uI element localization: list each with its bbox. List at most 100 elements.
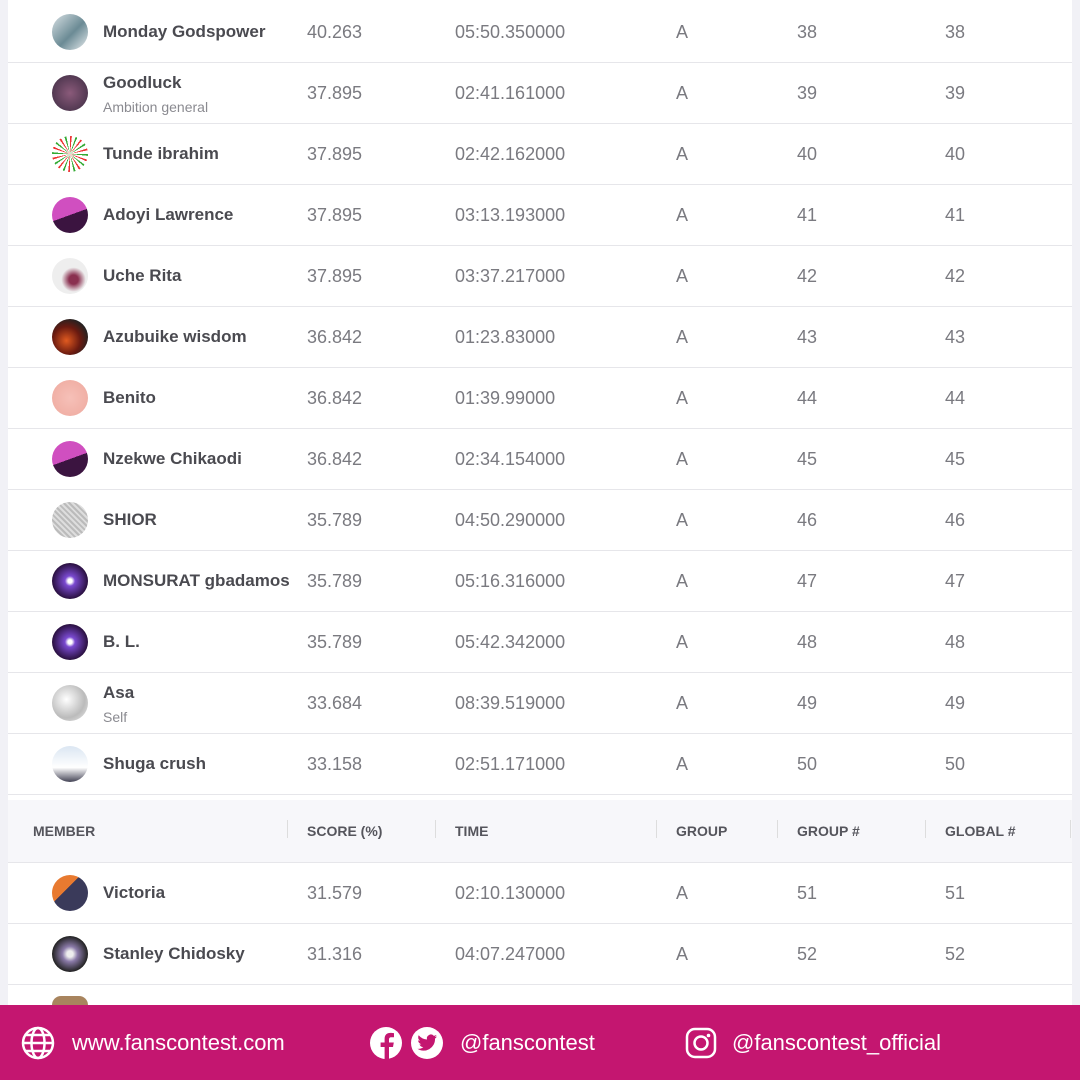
column-separator [925, 820, 926, 838]
column-separator [656, 820, 657, 838]
group: A [676, 754, 689, 774]
time: 08:39.519000 [455, 693, 566, 713]
global-rank: 45 [945, 449, 966, 469]
group: A [676, 449, 689, 469]
member-note: Ambition general [103, 99, 209, 115]
member-name[interactable]: Stanley Chidosky [103, 944, 245, 963]
group-rank: 47 [797, 571, 818, 591]
score: 35.789 [307, 571, 363, 591]
partial-avatar [52, 996, 88, 1005]
column-header[interactable]: GROUP # [797, 823, 860, 839]
time: 04:07.247000 [455, 944, 566, 964]
avatar [52, 624, 88, 660]
member-name[interactable]: Nzekwe Chikaodi [103, 449, 242, 468]
column-separator [1070, 820, 1071, 838]
group-rank: 49 [797, 693, 818, 713]
time: 01:39.99000 [455, 388, 556, 408]
group-rank: 43 [797, 327, 818, 347]
group-rank: 40 [797, 144, 818, 164]
score: 37.895 [307, 83, 363, 103]
table-row: Azubuike wisdom 36.842 01:23.83000 A 43 43 [8, 307, 1072, 368]
global-rank: 39 [945, 83, 966, 103]
member-name[interactable]: Monday Godspower [103, 22, 266, 41]
group: A [676, 266, 689, 286]
member-name[interactable]: Tunde ibrahim [103, 144, 219, 163]
column-header[interactable]: GROUP [676, 823, 728, 839]
column-header[interactable]: TIME [455, 823, 489, 839]
global-rank: 44 [945, 388, 966, 408]
global-rank: 48 [945, 632, 966, 652]
column-separator [777, 820, 778, 838]
group-rank: 52 [797, 944, 818, 964]
member-name[interactable]: Victoria [103, 883, 166, 902]
score: 35.789 [307, 632, 363, 652]
group-rank: 41 [797, 205, 818, 225]
website[interactable]: www.fanscontest.com [72, 1030, 285, 1055]
time: 02:10.130000 [455, 883, 566, 903]
global-rank: 41 [945, 205, 966, 225]
group-rank: 38 [797, 22, 818, 42]
time: 02:41.161000 [455, 83, 566, 103]
member-name[interactable]: Shuga crush [103, 754, 206, 773]
social-handle[interactable]: @fanscontest [460, 1030, 595, 1055]
group: A [676, 693, 689, 713]
time: 03:13.193000 [455, 205, 566, 225]
group-rank: 39 [797, 83, 818, 103]
member-name[interactable]: Azubuike wisdom [103, 327, 247, 346]
group: A [676, 571, 689, 591]
time: 05:42.342000 [455, 632, 566, 652]
avatar [52, 441, 88, 477]
score: 37.895 [307, 205, 363, 225]
score: 36.842 [307, 327, 363, 347]
table-row: Victoria 31.579 02:10.130000 A 51 51 [8, 863, 1072, 924]
score: 40.263 [307, 22, 363, 42]
member-name[interactable]: B. L. [103, 632, 140, 651]
table-row: MONSURAT gbadamos 35.789 05:16.316000 A 47 47 [8, 551, 1072, 612]
global-rank: 49 [945, 693, 966, 713]
time: 02:42.162000 [455, 144, 566, 164]
member-name[interactable]: Goodluck [103, 73, 182, 92]
group-rank: 50 [797, 754, 818, 774]
score: 31.579 [307, 883, 363, 903]
score: 37.895 [307, 144, 363, 164]
column-header[interactable]: MEMBER [33, 823, 96, 839]
time: 05:50.350000 [455, 22, 566, 42]
member-name[interactable]: MONSURAT gbadamos [103, 571, 289, 590]
time: 02:34.154000 [455, 449, 566, 469]
score: 36.842 [307, 449, 363, 469]
member-name[interactable]: Adoyi Lawrence [103, 205, 234, 224]
instagram-handle[interactable]: @fanscontest_official [732, 1030, 942, 1055]
global-rank: 43 [945, 327, 966, 347]
group-rank: 46 [797, 510, 818, 530]
group: A [676, 388, 689, 408]
table-row: Asa Self 33.684 08:39.519000 A 49 49 [8, 673, 1072, 734]
avatar [52, 14, 88, 50]
score: 33.684 [307, 693, 363, 713]
global-rank: 38 [945, 22, 966, 42]
table-row: B. L. 35.789 05:42.342000 A 48 48 [8, 612, 1072, 673]
avatar [52, 746, 88, 782]
table-row: Adoyi Lawrence 37.895 03:13.193000 A 41 41 [8, 185, 1072, 246]
column-separator [435, 820, 436, 838]
member-name[interactable]: Benito [103, 388, 156, 407]
global-rank: 51 [945, 883, 966, 903]
avatar [52, 563, 88, 599]
column-header[interactable]: GLOBAL # [945, 823, 1016, 839]
group: A [676, 510, 689, 530]
time: 02:51.171000 [455, 754, 566, 774]
column-header[interactable]: SCORE (%) [307, 823, 383, 839]
score: 35.789 [307, 510, 363, 530]
table-row: Benito 36.842 01:39.99000 A 44 44 [8, 368, 1072, 429]
global-rank: 46 [945, 510, 966, 530]
global-rank: 52 [945, 944, 966, 964]
member-name[interactable]: SHIOR [103, 510, 157, 529]
member-name[interactable]: Asa [103, 683, 135, 702]
avatar [52, 875, 88, 911]
table-row: SHIOR 35.789 04:50.290000 A 46 46 [8, 490, 1072, 551]
footer-icons [21, 1026, 717, 1060]
global-rank: 50 [945, 754, 966, 774]
member-name[interactable]: Uche Rita [103, 266, 182, 285]
avatar [52, 197, 88, 233]
avatar [52, 936, 88, 972]
